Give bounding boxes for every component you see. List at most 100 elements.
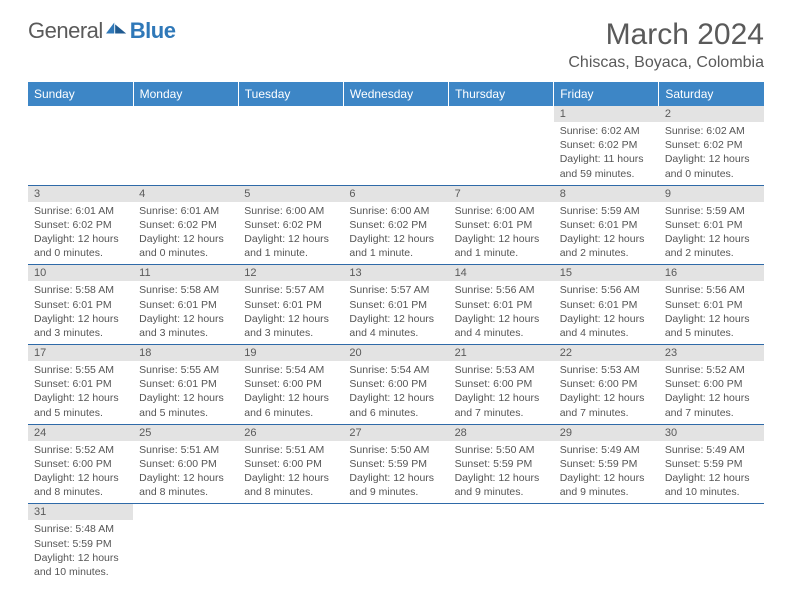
daylight-line-2: and 0 minutes. <box>665 167 758 181</box>
logo-text-1: General <box>28 18 103 44</box>
day-number: 24 <box>28 425 133 441</box>
location: Chiscas, Boyaca, Colombia <box>568 54 764 72</box>
daylight-line-2: and 3 minutes. <box>139 326 232 340</box>
daylight-line-1: Daylight: 12 hours <box>244 232 337 246</box>
daylight-line-1: Daylight: 12 hours <box>560 312 653 326</box>
sunrise-line: Sunrise: 5:52 AM <box>34 443 127 457</box>
day-body: Sunrise: 5:48 AMSunset: 5:59 PMDaylight:… <box>28 520 133 583</box>
day-number: 8 <box>554 186 659 202</box>
daylight-line-2: and 0 minutes. <box>34 246 127 260</box>
calendar-cell: 18Sunrise: 5:55 AMSunset: 6:01 PMDayligh… <box>133 345 238 425</box>
daylight-line-1: Daylight: 12 hours <box>455 232 548 246</box>
sunset-line: Sunset: 6:01 PM <box>139 377 232 391</box>
sunset-line: Sunset: 6:00 PM <box>244 377 337 391</box>
sunrise-line: Sunrise: 5:49 AM <box>665 443 758 457</box>
day-body: Sunrise: 5:50 AMSunset: 5:59 PMDaylight:… <box>343 441 448 504</box>
header: General Blue March 2024 Chiscas, Boyaca,… <box>28 18 764 72</box>
sunset-line: Sunset: 6:01 PM <box>244 298 337 312</box>
sunrise-line: Sunrise: 5:56 AM <box>665 283 758 297</box>
day-number: 6 <box>343 186 448 202</box>
weekday-header: Tuesday <box>238 82 343 106</box>
day-number: 26 <box>238 425 343 441</box>
day-body: Sunrise: 5:57 AMSunset: 6:01 PMDaylight:… <box>343 281 448 344</box>
calendar-cell: 28Sunrise: 5:50 AMSunset: 5:59 PMDayligh… <box>449 424 554 504</box>
calendar-cell: 20Sunrise: 5:54 AMSunset: 6:00 PMDayligh… <box>343 345 448 425</box>
calendar-cell-empty <box>343 106 448 185</box>
calendar-cell: 10Sunrise: 5:58 AMSunset: 6:01 PMDayligh… <box>28 265 133 345</box>
calendar-cell: 26Sunrise: 5:51 AMSunset: 6:00 PMDayligh… <box>238 424 343 504</box>
daylight-line-1: Daylight: 12 hours <box>560 391 653 405</box>
calendar-cell: 16Sunrise: 5:56 AMSunset: 6:01 PMDayligh… <box>659 265 764 345</box>
daylight-line-1: Daylight: 12 hours <box>34 391 127 405</box>
daylight-line-2: and 6 minutes. <box>244 406 337 420</box>
day-body: Sunrise: 5:54 AMSunset: 6:00 PMDaylight:… <box>238 361 343 424</box>
calendar-cell-empty <box>343 504 448 583</box>
day-number: 11 <box>133 265 238 281</box>
daylight-line-1: Daylight: 12 hours <box>139 471 232 485</box>
daylight-line-2: and 1 minute. <box>349 246 442 260</box>
day-number: 29 <box>554 425 659 441</box>
sunset-line: Sunset: 6:01 PM <box>455 298 548 312</box>
calendar-cell: 31Sunrise: 5:48 AMSunset: 5:59 PMDayligh… <box>28 504 133 583</box>
day-number: 9 <box>659 186 764 202</box>
calendar-cell: 19Sunrise: 5:54 AMSunset: 6:00 PMDayligh… <box>238 345 343 425</box>
day-body: Sunrise: 6:01 AMSunset: 6:02 PMDaylight:… <box>133 202 238 265</box>
sunset-line: Sunset: 6:01 PM <box>139 298 232 312</box>
day-body: Sunrise: 5:56 AMSunset: 6:01 PMDaylight:… <box>659 281 764 344</box>
calendar-cell: 7Sunrise: 6:00 AMSunset: 6:01 PMDaylight… <box>449 185 554 265</box>
logo-text-2: Blue <box>130 18 176 44</box>
day-body: Sunrise: 5:55 AMSunset: 6:01 PMDaylight:… <box>28 361 133 424</box>
daylight-line-2: and 5 minutes. <box>139 406 232 420</box>
daylight-line-2: and 7 minutes. <box>665 406 758 420</box>
calendar-cell: 12Sunrise: 5:57 AMSunset: 6:01 PMDayligh… <box>238 265 343 345</box>
sunset-line: Sunset: 5:59 PM <box>560 457 653 471</box>
day-number: 19 <box>238 345 343 361</box>
calendar-cell: 1Sunrise: 6:02 AMSunset: 6:02 PMDaylight… <box>554 106 659 185</box>
daylight-line-2: and 2 minutes. <box>665 246 758 260</box>
daylight-line-2: and 1 minute. <box>455 246 548 260</box>
day-number: 13 <box>343 265 448 281</box>
sunset-line: Sunset: 5:59 PM <box>34 537 127 551</box>
daylight-line-2: and 0 minutes. <box>139 246 232 260</box>
day-number: 22 <box>554 345 659 361</box>
daylight-line-1: Daylight: 12 hours <box>34 232 127 246</box>
calendar-cell: 30Sunrise: 5:49 AMSunset: 5:59 PMDayligh… <box>659 424 764 504</box>
calendar-cell: 11Sunrise: 5:58 AMSunset: 6:01 PMDayligh… <box>133 265 238 345</box>
sunrise-line: Sunrise: 5:59 AM <box>560 204 653 218</box>
day-body: Sunrise: 5:59 AMSunset: 6:01 PMDaylight:… <box>659 202 764 265</box>
weekday-header: Friday <box>554 82 659 106</box>
sunrise-line: Sunrise: 6:02 AM <box>560 124 653 138</box>
daylight-line-1: Daylight: 12 hours <box>139 391 232 405</box>
daylight-line-2: and 8 minutes. <box>139 485 232 499</box>
sunset-line: Sunset: 6:01 PM <box>34 377 127 391</box>
calendar-cell: 25Sunrise: 5:51 AMSunset: 6:00 PMDayligh… <box>133 424 238 504</box>
calendar-cell: 17Sunrise: 5:55 AMSunset: 6:01 PMDayligh… <box>28 345 133 425</box>
sunrise-line: Sunrise: 5:57 AM <box>244 283 337 297</box>
day-number: 27 <box>343 425 448 441</box>
sunrise-line: Sunrise: 5:54 AM <box>244 363 337 377</box>
day-body: Sunrise: 5:56 AMSunset: 6:01 PMDaylight:… <box>449 281 554 344</box>
calendar-cell: 24Sunrise: 5:52 AMSunset: 6:00 PMDayligh… <box>28 424 133 504</box>
day-body: Sunrise: 5:51 AMSunset: 6:00 PMDaylight:… <box>238 441 343 504</box>
daylight-line-2: and 4 minutes. <box>349 326 442 340</box>
calendar-cell: 14Sunrise: 5:56 AMSunset: 6:01 PMDayligh… <box>449 265 554 345</box>
daylight-line-1: Daylight: 12 hours <box>349 391 442 405</box>
daylight-line-1: Daylight: 11 hours <box>560 152 653 166</box>
day-number: 25 <box>133 425 238 441</box>
calendar-cell-empty <box>238 106 343 185</box>
daylight-line-1: Daylight: 12 hours <box>455 312 548 326</box>
calendar-cell: 2Sunrise: 6:02 AMSunset: 6:02 PMDaylight… <box>659 106 764 185</box>
daylight-line-2: and 5 minutes. <box>34 406 127 420</box>
day-body: Sunrise: 5:55 AMSunset: 6:01 PMDaylight:… <box>133 361 238 424</box>
sunset-line: Sunset: 6:00 PM <box>349 377 442 391</box>
sunrise-line: Sunrise: 5:49 AM <box>560 443 653 457</box>
sunrise-line: Sunrise: 5:58 AM <box>139 283 232 297</box>
calendar-cell: 4Sunrise: 6:01 AMSunset: 6:02 PMDaylight… <box>133 185 238 265</box>
sunset-line: Sunset: 6:01 PM <box>665 218 758 232</box>
calendar-table: SundayMondayTuesdayWednesdayThursdayFrid… <box>28 82 764 583</box>
sunset-line: Sunset: 6:00 PM <box>665 377 758 391</box>
daylight-line-2: and 4 minutes. <box>455 326 548 340</box>
sunset-line: Sunset: 5:59 PM <box>349 457 442 471</box>
sunrise-line: Sunrise: 5:48 AM <box>34 522 127 536</box>
daylight-line-2: and 5 minutes. <box>665 326 758 340</box>
